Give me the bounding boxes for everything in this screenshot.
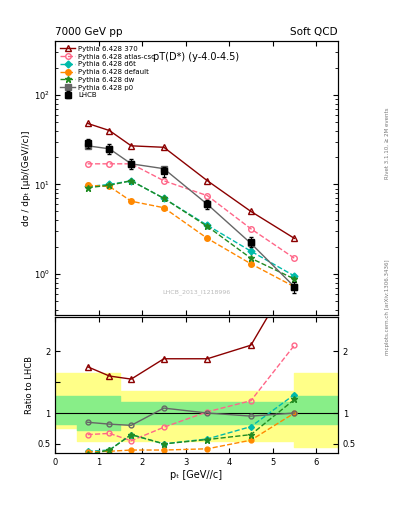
- Pythia 6.428 dw: [292, 276, 297, 282]
- Pythia 6.428 atlas-csc: [85, 161, 90, 167]
- Line: Pythia 6.428 p0: Pythia 6.428 p0: [85, 143, 297, 290]
- X-axis label: pₜ [GeV//c]: pₜ [GeV//c]: [171, 470, 222, 480]
- Pythia 6.428 dw: [107, 182, 112, 188]
- Pythia 6.428 dw: [85, 185, 90, 191]
- Pythia 6.428 default: [85, 182, 90, 188]
- Pythia 6.428 d6t: [162, 195, 166, 201]
- Line: Pythia 6.428 d6t: Pythia 6.428 d6t: [85, 178, 297, 279]
- Pythia 6.428 370: [107, 127, 112, 134]
- Pythia 6.428 atlas-csc: [162, 178, 166, 184]
- Pythia 6.428 d6t: [85, 183, 90, 189]
- Pythia 6.428 default: [205, 236, 210, 242]
- Pythia 6.428 atlas-csc: [205, 193, 210, 199]
- Pythia 6.428 dw: [162, 195, 166, 201]
- Pythia 6.428 p0: [205, 201, 210, 207]
- Pythia 6.428 370: [248, 208, 253, 215]
- Text: Soft QCD: Soft QCD: [290, 27, 338, 37]
- Pythia 6.428 default: [248, 261, 253, 267]
- Pythia 6.428 p0: [107, 146, 112, 152]
- Line: Pythia 6.428 default: Pythia 6.428 default: [85, 182, 297, 290]
- Pythia 6.428 atlas-csc: [292, 255, 297, 261]
- Pythia 6.428 d6t: [248, 248, 253, 254]
- Pythia 6.428 d6t: [107, 181, 112, 187]
- Line: Pythia 6.428 370: Pythia 6.428 370: [84, 120, 298, 242]
- Pythia 6.428 370: [129, 143, 134, 149]
- Line: Pythia 6.428 atlas-csc: Pythia 6.428 atlas-csc: [85, 161, 297, 261]
- Text: Rivet 3.1.10, ≥ 2M events: Rivet 3.1.10, ≥ 2M events: [385, 108, 390, 179]
- Pythia 6.428 default: [162, 205, 166, 211]
- Pythia 6.428 370: [292, 236, 297, 242]
- Pythia 6.428 default: [129, 198, 134, 204]
- Pythia 6.428 atlas-csc: [129, 161, 134, 167]
- Pythia 6.428 370: [205, 178, 210, 184]
- Y-axis label: dσ / dpₜ [μb/(GeV//c)]: dσ / dpₜ [μb/(GeV//c)]: [22, 130, 31, 226]
- Pythia 6.428 p0: [162, 165, 166, 172]
- Pythia 6.428 p0: [85, 143, 90, 149]
- Pythia 6.428 d6t: [129, 178, 134, 184]
- Text: LHCB_2013_I1218996: LHCB_2013_I1218996: [162, 289, 231, 294]
- Line: Pythia 6.428 dw: Pythia 6.428 dw: [84, 177, 298, 283]
- Y-axis label: Ratio to LHCB: Ratio to LHCB: [25, 356, 34, 414]
- Pythia 6.428 370: [85, 120, 90, 126]
- Text: 7000 GeV pp: 7000 GeV pp: [55, 27, 123, 37]
- Pythia 6.428 p0: [248, 240, 253, 246]
- Legend: Pythia 6.428 370, Pythia 6.428 atlas-csc, Pythia 6.428 d6t, Pythia 6.428 default: Pythia 6.428 370, Pythia 6.428 atlas-csc…: [59, 45, 156, 100]
- Text: pT(D*) (y-4.0-4.5): pT(D*) (y-4.0-4.5): [153, 52, 240, 62]
- Pythia 6.428 dw: [205, 223, 210, 229]
- Pythia 6.428 dw: [248, 255, 253, 261]
- Text: mcplots.cern.ch [arXiv:1306.3436]: mcplots.cern.ch [arXiv:1306.3436]: [385, 260, 390, 355]
- Pythia 6.428 370: [162, 144, 166, 151]
- Pythia 6.428 p0: [129, 161, 134, 167]
- Pythia 6.428 p0: [292, 284, 297, 290]
- Pythia 6.428 default: [107, 183, 112, 189]
- Pythia 6.428 d6t: [205, 222, 210, 228]
- Pythia 6.428 dw: [129, 178, 134, 184]
- Pythia 6.428 d6t: [292, 273, 297, 279]
- Pythia 6.428 atlas-csc: [107, 161, 112, 167]
- Pythia 6.428 atlas-csc: [248, 226, 253, 232]
- Pythia 6.428 default: [292, 284, 297, 290]
